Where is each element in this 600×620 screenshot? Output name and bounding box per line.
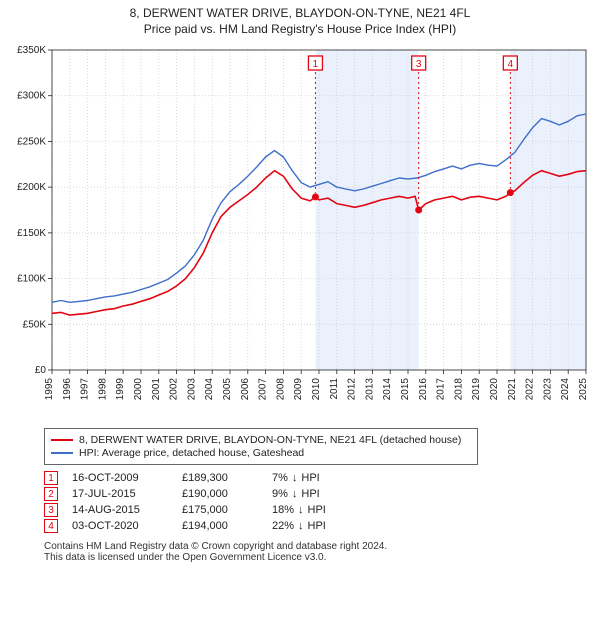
chart-svg: 1995 1996 1997 1998 1999 2000 2001 2002 2003 2004… (8, 42, 592, 422)
svg-text:2018: 2018 (453, 378, 464, 401)
table-row: 1 16-OCT-2009£189,3007% ↓HPI (44, 471, 592, 485)
svg-text:2000: 2000 (133, 378, 144, 401)
tx-marker-icon: 3 (44, 503, 58, 517)
svg-text:£0: £0 (35, 365, 47, 376)
arrow-down-icon: ↓ (298, 504, 304, 516)
legend-row-hpi: HPI: Average price, detached house, Gate… (51, 447, 471, 459)
svg-text:2002: 2002 (169, 378, 180, 401)
tx-price: £175,000 (182, 504, 272, 516)
footer: Contains HM Land Registry data © Crown c… (44, 541, 592, 563)
tx-delta: 18% ↓ HPI (272, 504, 372, 516)
tx-delta: 9% ↓HPI (272, 488, 372, 500)
svg-text:2015: 2015 (400, 378, 411, 401)
tx-marker-icon: 1 (44, 471, 58, 485)
svg-text:2014: 2014 (382, 378, 393, 401)
svg-text:2020: 2020 (489, 378, 500, 401)
title-block: 8, DERWENT WATER DRIVE, BLAYDON-ON-TYNE,… (8, 6, 592, 36)
table-row: 4 03-OCT-2020£194,00022% ↓ HPI (44, 519, 592, 533)
svg-text:2007: 2007 (258, 378, 269, 401)
chart: 1995 1996 1997 1998 1999 2000 2001 2002 2003 2004… (8, 42, 592, 422)
tx-marker-icon: 2 (44, 487, 58, 501)
svg-text:£100K: £100K (17, 274, 46, 285)
svg-text:1999: 1999 (115, 378, 126, 401)
legend-label-hpi: HPI: Average price, detached house, Gate… (79, 447, 304, 459)
tx-price: £190,000 (182, 488, 272, 500)
table-row: 3 14-AUG-2015£175,00018% ↓ HPI (44, 503, 592, 517)
svg-text:2001: 2001 (151, 378, 162, 401)
svg-text:2004: 2004 (204, 378, 215, 401)
svg-text:2017: 2017 (436, 378, 447, 401)
tx-price: £194,000 (182, 520, 272, 532)
tx-delta-pct: 18% (272, 504, 294, 516)
legend-swatch-hpi (51, 452, 73, 454)
tx-date: 16-OCT-2009 (72, 472, 182, 484)
arrow-down-icon: ↓ (292, 472, 298, 484)
tx-delta-suffix: HPI (308, 520, 326, 532)
svg-text:2024: 2024 (560, 378, 571, 401)
svg-text:£50K: £50K (23, 319, 47, 330)
svg-text:2023: 2023 (542, 378, 553, 401)
tx-date: 14-AUG-2015 (72, 504, 182, 516)
svg-text:2022: 2022 (525, 378, 536, 401)
svg-text:1995: 1995 (44, 378, 55, 401)
svg-text:2019: 2019 (471, 378, 482, 401)
tx-delta: 7% ↓HPI (272, 472, 372, 484)
svg-text:2025: 2025 (578, 378, 589, 401)
legend-swatch-property (51, 439, 73, 441)
tx-delta-pct: 9% (272, 488, 288, 500)
chart-subtitle: Price paid vs. HM Land Registry's House … (8, 22, 592, 36)
tx-delta: 22% ↓ HPI (272, 520, 372, 532)
chart-title: 8, DERWENT WATER DRIVE, BLAYDON-ON-TYNE,… (8, 6, 592, 20)
legend-row-property: 8, DERWENT WATER DRIVE, BLAYDON-ON-TYNE,… (51, 434, 471, 446)
svg-text:1998: 1998 (97, 378, 108, 401)
svg-text:1996: 1996 (62, 378, 73, 401)
tx-delta-suffix: HPI (308, 504, 326, 516)
svg-text:2009: 2009 (293, 378, 304, 401)
svg-text:£300K: £300K (17, 91, 46, 102)
svg-text:£250K: £250K (17, 136, 46, 147)
tx-date: 17-JUL-2015 (72, 488, 182, 500)
arrow-down-icon: ↓ (298, 520, 304, 532)
svg-text:2021: 2021 (507, 378, 518, 401)
svg-text:2011: 2011 (329, 378, 340, 400)
svg-text:2012: 2012 (347, 378, 358, 401)
svg-text:2006: 2006 (240, 378, 251, 401)
svg-text:2010: 2010 (311, 378, 322, 401)
svg-text:2016: 2016 (418, 378, 429, 401)
svg-text:1: 1 (313, 59, 319, 70)
svg-text:1997: 1997 (80, 378, 91, 401)
footer-line1: Contains HM Land Registry data © Crown c… (44, 541, 592, 552)
svg-text:2008: 2008 (275, 378, 286, 401)
svg-text:3: 3 (416, 59, 422, 70)
tx-marker-icon: 4 (44, 519, 58, 533)
tx-delta-suffix: HPI (301, 488, 319, 500)
arrow-down-icon: ↓ (292, 488, 298, 500)
tx-delta-suffix: HPI (301, 472, 319, 484)
tx-delta-pct: 22% (272, 520, 294, 532)
legend: 8, DERWENT WATER DRIVE, BLAYDON-ON-TYNE,… (44, 428, 478, 465)
svg-text:£150K: £150K (17, 228, 46, 239)
tx-price: £189,300 (182, 472, 272, 484)
svg-text:£200K: £200K (17, 182, 46, 193)
tx-delta-pct: 7% (272, 472, 288, 484)
table-row: 2 17-JUL-2015£190,0009% ↓HPI (44, 487, 592, 501)
svg-text:4: 4 (508, 59, 514, 70)
transaction-table: 116-OCT-2009£189,3007%↓HPI217-JUL-2015£1… (44, 471, 592, 533)
svg-text:2003: 2003 (186, 378, 197, 401)
svg-text:2013: 2013 (364, 378, 375, 401)
legend-label-property: 8, DERWENT WATER DRIVE, BLAYDON-ON-TYNE,… (79, 434, 461, 446)
tx-date: 03-OCT-2020 (72, 520, 182, 532)
svg-text:2005: 2005 (222, 378, 233, 401)
svg-text:£350K: £350K (17, 45, 46, 56)
footer-line2: This data is licensed under the Open Gov… (44, 552, 592, 563)
